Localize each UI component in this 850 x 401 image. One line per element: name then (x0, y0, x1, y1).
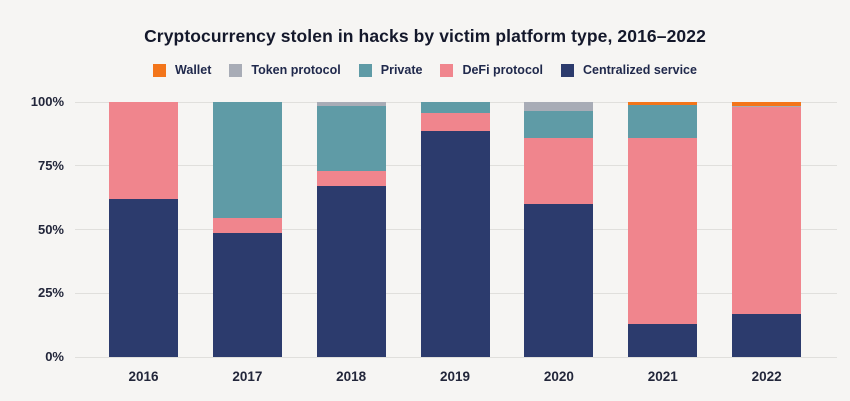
bar-segment-2020-private (524, 110, 594, 138)
stacked-bar-2018 (316, 102, 386, 357)
legend-item-defi-protocol: DeFi protocol (440, 63, 543, 77)
stacked-bar-plot-area (75, 101, 837, 358)
bar-segment-2022-defi-protocol (732, 107, 802, 314)
bar-segment-2022-token-protocol (732, 105, 802, 108)
bar-segment-2021-private (628, 104, 698, 138)
legend-item-wallet: Wallet (153, 63, 211, 77)
bar-segment-2017-defi-protocol (212, 218, 282, 234)
bar-segment-2021-defi-protocol (628, 137, 698, 324)
legend-item-label: Private (380, 63, 423, 77)
bar-segment-2018-token-protocol (316, 102, 386, 106)
x-axis-tick-label-2018: 2018 (336, 369, 367, 384)
y-axis-tick-label: 0% (45, 349, 64, 364)
legend-item-label: Wallet (175, 63, 212, 77)
y-axis-tick-label: 50% (37, 221, 64, 237)
legend-item-label: Token protocol (251, 63, 341, 77)
legend-swatch-icon (561, 63, 575, 77)
bar-segment-2022-centralized-service (732, 313, 802, 357)
legend-item-label: DeFi protocol (462, 63, 544, 77)
legend-swatch-icon (358, 63, 372, 77)
bar-segment-2018-centralized-service (316, 186, 386, 357)
bar-segment-2019-defi-protocol (420, 113, 490, 132)
bar-segment-2016-defi-protocol (109, 102, 178, 199)
legend-item-centralized-service: Centralized service (561, 63, 697, 77)
stacked-bar-2022 (732, 102, 802, 357)
bar-segment-2020-token-protocol (524, 102, 594, 111)
stacked-bar-2021 (628, 102, 698, 357)
x-axis-tick-label-2021: 2021 (647, 369, 678, 384)
legend-swatch-icon (440, 63, 454, 77)
y-axis-tick-label: 25% (37, 285, 64, 301)
bar-segment-2018-private (316, 105, 386, 171)
stacked-bar-2017 (212, 102, 282, 357)
bar-segment-2018-defi-protocol (316, 170, 386, 187)
bar-segment-2021-centralized-service (628, 323, 698, 357)
x-axis-tick-label-2020: 2020 (543, 369, 574, 384)
bar-segment-2019-centralized-service (420, 131, 490, 357)
bar-segment-2020-defi-protocol (524, 137, 594, 204)
chart-title: Cryptocurrency stolen in hacks by victim… (144, 26, 706, 46)
gridline-0 (75, 356, 837, 358)
legend-item-label: Centralized service (583, 63, 697, 77)
x-axis-tick-label-2016: 2016 (128, 369, 159, 384)
stacked-bar-2019 (420, 102, 490, 357)
chart-legend: Wallet Token protocol Private DeFi protocol… (0, 63, 850, 77)
y-axis-tick-label: 75% (37, 157, 64, 173)
bar-segment-2016-centralized-service (109, 198, 178, 357)
legend-swatch-icon (153, 63, 167, 77)
bar-segment-2022-wallet (732, 102, 802, 106)
bar-segment-2019-private (420, 102, 490, 114)
x-axis-tick-label-2022: 2022 (751, 369, 782, 384)
stacked-bar-2020 (524, 102, 594, 357)
legend-item-token-protocol: Token protocol (229, 63, 341, 77)
x-axis-tick-label-2017: 2017 (232, 369, 263, 384)
x-axis-tick-label-2019: 2019 (440, 369, 471, 384)
legend-item-private: Private (358, 63, 423, 77)
bar-segment-2020-centralized-service (524, 204, 594, 357)
bar-segment-2017-centralized-service (212, 233, 282, 357)
y-axis-tick-label: 100% (30, 94, 64, 109)
stacked-bar-2016 (109, 102, 178, 357)
bar-segment-2017-private (212, 102, 282, 219)
legend-swatch-icon (229, 63, 243, 77)
bar-segment-2021-wallet (628, 102, 698, 105)
